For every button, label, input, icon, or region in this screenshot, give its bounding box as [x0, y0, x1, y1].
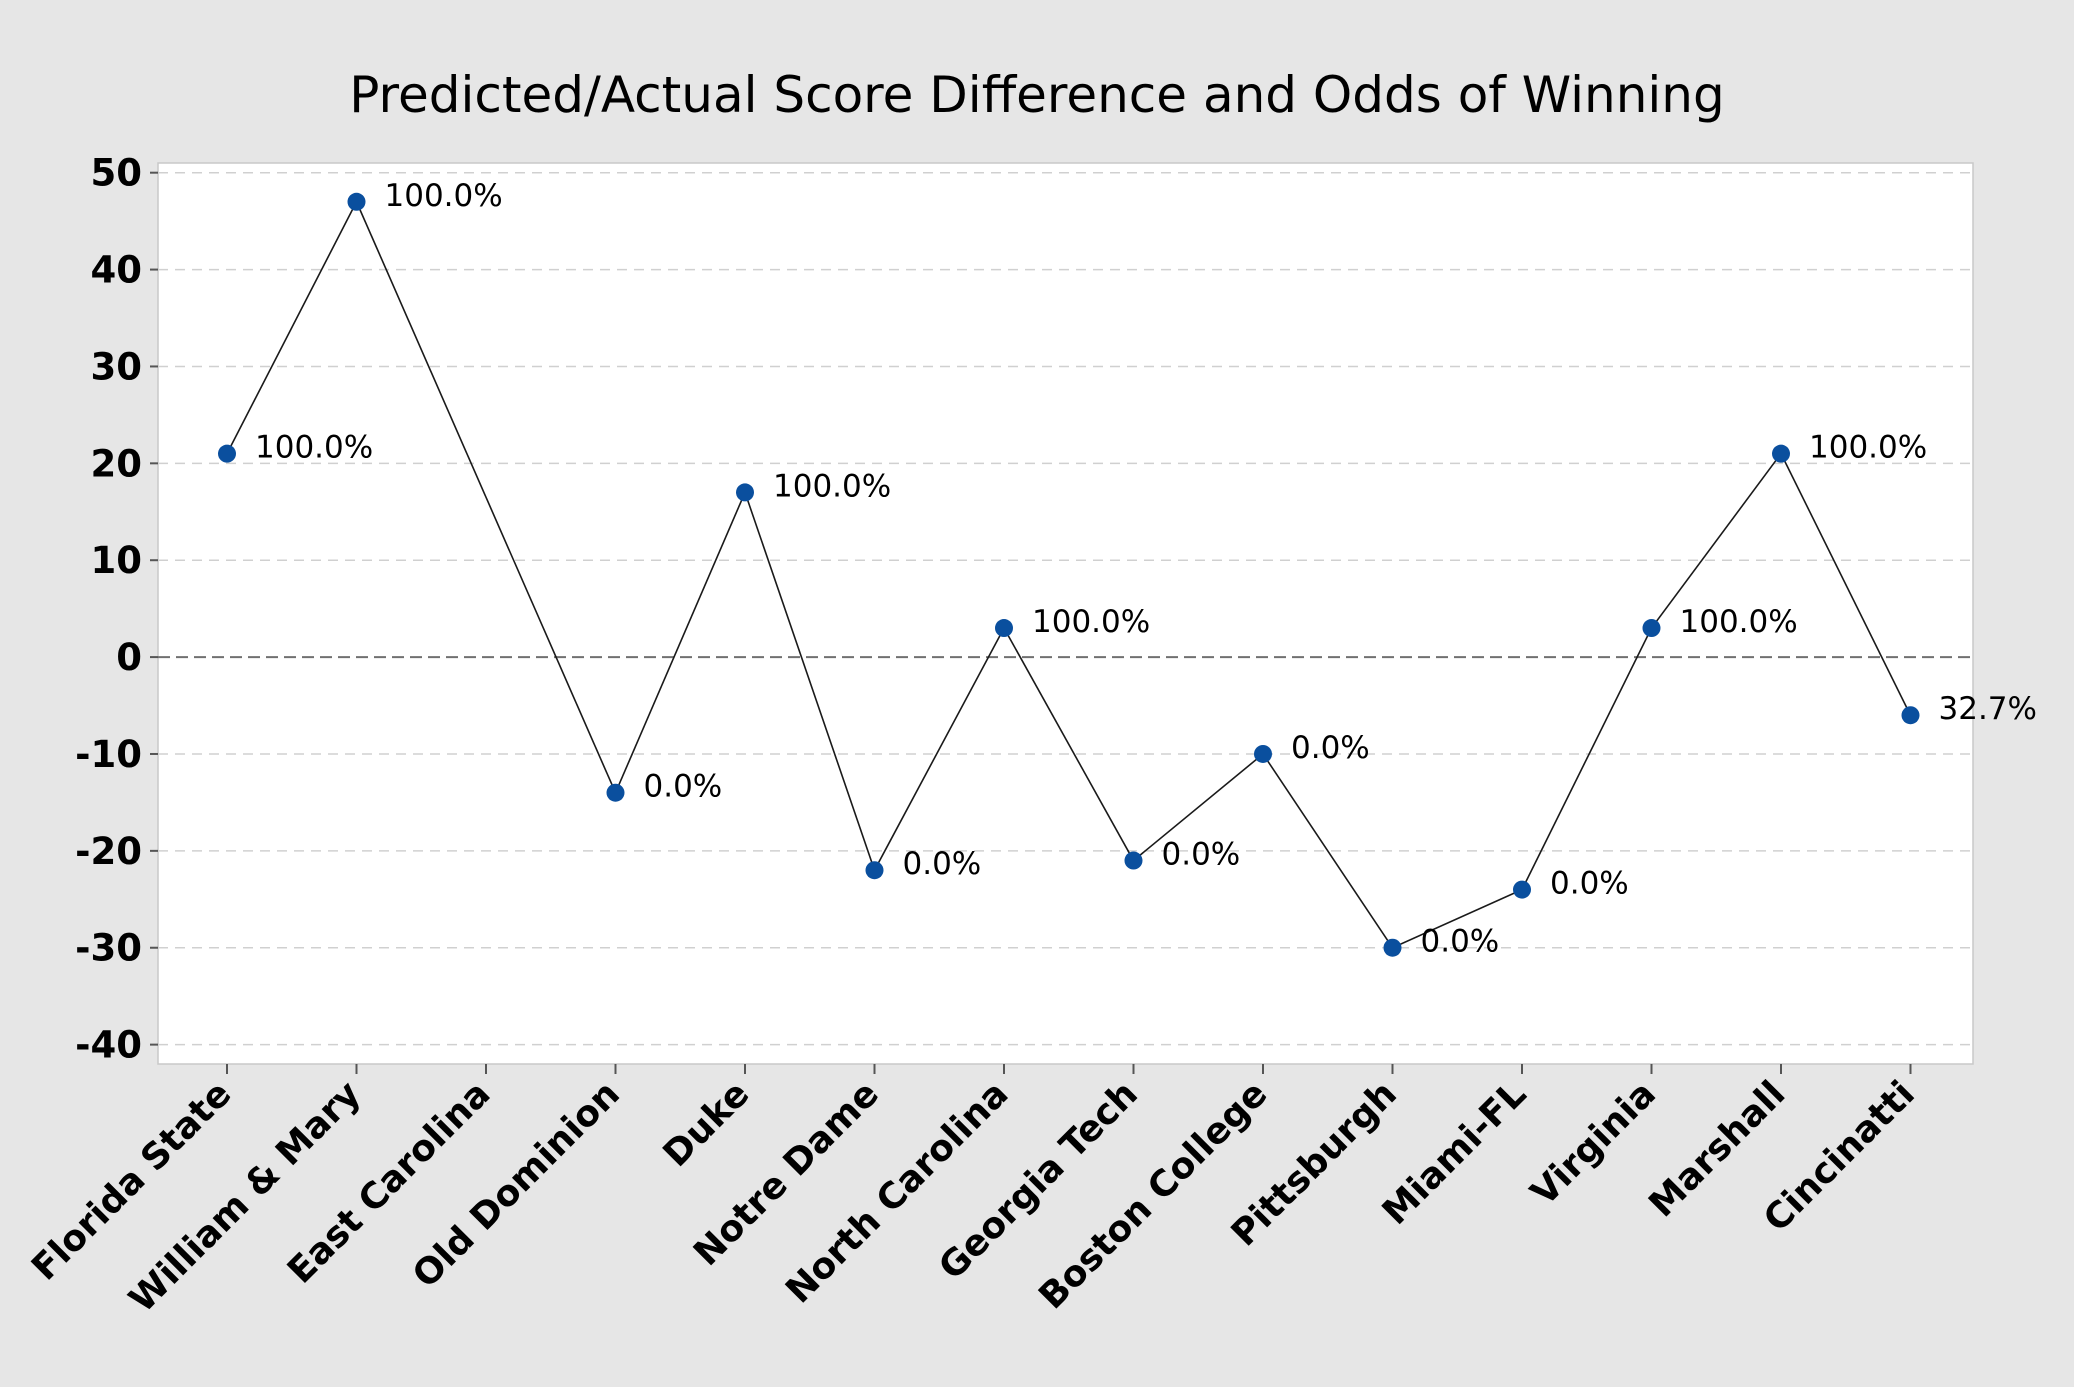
series-line-segment — [1003, 627, 1135, 861]
data-point — [736, 483, 754, 502]
x-tick-label: North Carolina — [778, 1073, 1016, 1311]
y-tick-label: -20 — [75, 830, 142, 873]
series-line-segment — [873, 627, 1005, 871]
data-point — [1254, 744, 1272, 763]
series-line-segment — [1650, 453, 1782, 629]
series-line-segment — [355, 201, 617, 794]
y-tick-label: -40 — [75, 1024, 142, 1067]
data-label: 0.0% — [1162, 837, 1241, 873]
y-tick-label: 40 — [91, 249, 143, 292]
x-tick-label: Virginia — [1523, 1073, 1664, 1214]
data-label: 100.0% — [1809, 430, 1927, 466]
y-tick-label: 50 — [91, 152, 143, 195]
series-line-segment — [1132, 753, 1264, 862]
data-label: 0.0% — [1291, 730, 1370, 766]
series-line-segment — [226, 201, 358, 455]
y-tick-label: 30 — [91, 345, 143, 388]
x-tick-label: William & Mary — [122, 1073, 369, 1320]
x-tick-label: Boston College — [1031, 1073, 1275, 1317]
y-tick-label: -10 — [75, 733, 142, 776]
data-label: 100.0% — [385, 178, 503, 214]
series-line-segment — [1780, 453, 1912, 716]
series-line-segment — [1392, 888, 1523, 949]
data-label: 100.0% — [1032, 604, 1150, 640]
y-tick-label: -30 — [75, 927, 142, 970]
y-tick-label: 0 — [116, 636, 142, 679]
data-point — [347, 192, 366, 211]
data-point — [1772, 444, 1790, 463]
series-line-segment — [614, 492, 746, 794]
data-label: 32.7% — [1939, 691, 2037, 727]
data-point — [995, 619, 1013, 638]
data-label: 100.0% — [1680, 604, 1798, 640]
data-label: 0.0% — [903, 846, 982, 882]
data-label: 100.0% — [773, 468, 891, 504]
data-point — [218, 444, 236, 463]
x-tick-label: Duke — [656, 1073, 758, 1175]
series-line-segment — [1521, 627, 1653, 890]
data-label: 100.0% — [255, 430, 373, 466]
data-point — [606, 783, 625, 802]
data-point — [1124, 851, 1143, 870]
y-tick-label: 10 — [91, 539, 143, 582]
data-label: 0.0% — [1550, 866, 1629, 902]
data-point — [1642, 619, 1661, 638]
plot-background — [157, 162, 1974, 1065]
data-label: 0.0% — [644, 769, 723, 805]
y-tick-label: 20 — [91, 442, 143, 485]
data-label: 0.0% — [1421, 924, 1500, 960]
series-line-segment — [744, 492, 876, 871]
data-point — [1513, 880, 1531, 899]
data-point — [1901, 706, 1920, 725]
series-line-segment — [1262, 753, 1394, 949]
data-point — [1383, 938, 1402, 957]
data-point — [865, 861, 884, 880]
chart-title: Predicted/Actual Score Difference and Od… — [349, 66, 1724, 124]
